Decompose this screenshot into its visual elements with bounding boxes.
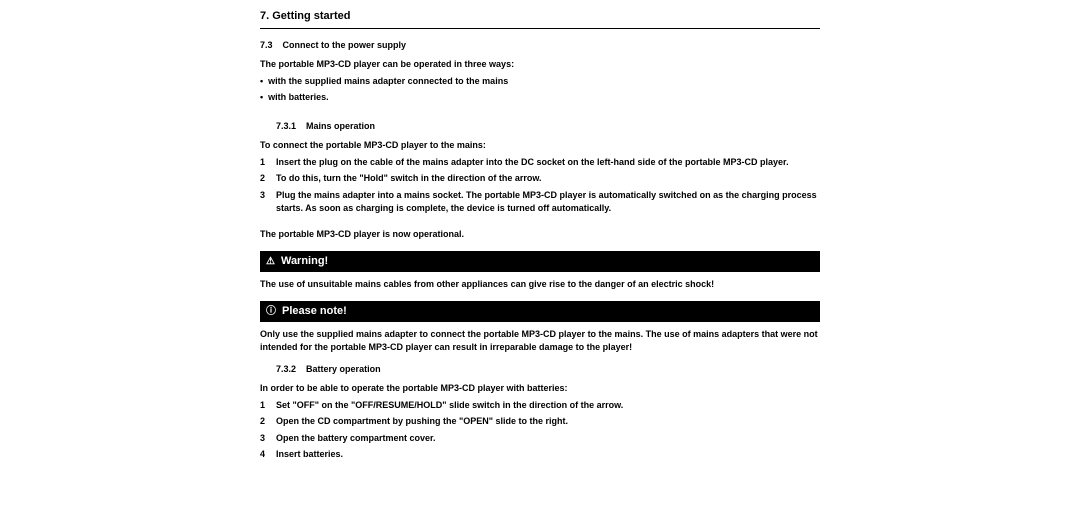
mains-result: The portable MP3-CD player is now operat… xyxy=(260,228,820,242)
step-num: 1 xyxy=(260,399,276,413)
batt-head-title: Battery operation xyxy=(306,364,381,374)
step-num: 3 xyxy=(260,189,276,216)
mains-step-3: 3 Plug the mains adapter into a mains so… xyxy=(260,189,820,216)
step-text: To do this, turn the "Hold" switch in th… xyxy=(276,172,820,186)
bullet-2: • with batteries. xyxy=(260,91,820,105)
note-banner: ⓘ Please note! xyxy=(260,301,820,322)
mains-step-1: 1 Insert the plug on the cable of the ma… xyxy=(260,156,820,170)
mains-head-title: Mains operation xyxy=(306,121,375,131)
step-text: Open the battery compartment cover. xyxy=(276,432,820,446)
step-text: Plug the mains adapter into a mains sock… xyxy=(276,189,820,216)
step-num: 2 xyxy=(260,172,276,186)
step-num: 1 xyxy=(260,156,276,170)
bullet-1: • with the supplied mains adapter connec… xyxy=(260,75,820,89)
note-label: Please note! xyxy=(282,303,347,320)
subsection-num: 7.3 xyxy=(260,40,273,50)
mains-step-2: 2 To do this, turn the "Hold" switch in … xyxy=(260,172,820,186)
batt-head-num: 7.3.2 xyxy=(276,364,296,374)
section-heading: 7. Getting started xyxy=(260,8,820,29)
subsection-7-3: 7.3 Connect to the power supply xyxy=(260,39,820,53)
warning-label: Warning! xyxy=(281,253,328,270)
batt-step-1: 1 Set "OFF" on the "OFF/RESUME/HOLD" sli… xyxy=(260,399,820,413)
batt-intro: In order to be able to operate the porta… xyxy=(260,382,820,396)
batt-step-4: 4 Insert batteries. xyxy=(260,448,820,462)
warning-icon: ⚠ xyxy=(266,254,275,269)
batt-step-3: 3 Open the battery compartment cover. xyxy=(260,432,820,446)
warning-banner: ⚠ Warning! xyxy=(260,251,820,272)
step-text: Insert batteries. xyxy=(276,448,820,462)
step-text: Insert the plug on the cable of the main… xyxy=(276,156,820,170)
intro-line: The portable MP3-CD player can be operat… xyxy=(260,58,820,72)
battery-heading: 7.3.2 Battery operation xyxy=(276,363,820,377)
step-text: Set "OFF" on the "OFF/RESUME/HOLD" slide… xyxy=(276,399,820,413)
subsection-title: Connect to the power supply xyxy=(283,40,407,50)
mains-intro: To connect the portable MP3-CD player to… xyxy=(260,139,820,153)
batt-step-2: 2 Open the CD compartment by pushing the… xyxy=(260,415,820,429)
note-body: Only use the supplied mains adapter to c… xyxy=(260,328,820,355)
step-text: Open the CD compartment by pushing the "… xyxy=(276,415,820,429)
info-icon: ⓘ xyxy=(266,304,276,319)
step-num: 4 xyxy=(260,448,276,462)
bullet-2-text: with batteries. xyxy=(268,92,329,102)
mains-heading: 7.3.1 Mains operation xyxy=(276,120,820,134)
warning-body: The use of unsuitable mains cables from … xyxy=(260,278,820,292)
mains-head-num: 7.3.1 xyxy=(276,121,296,131)
step-num: 2 xyxy=(260,415,276,429)
step-num: 3 xyxy=(260,432,276,446)
bullet-1-text: with the supplied mains adapter connecte… xyxy=(268,76,508,86)
